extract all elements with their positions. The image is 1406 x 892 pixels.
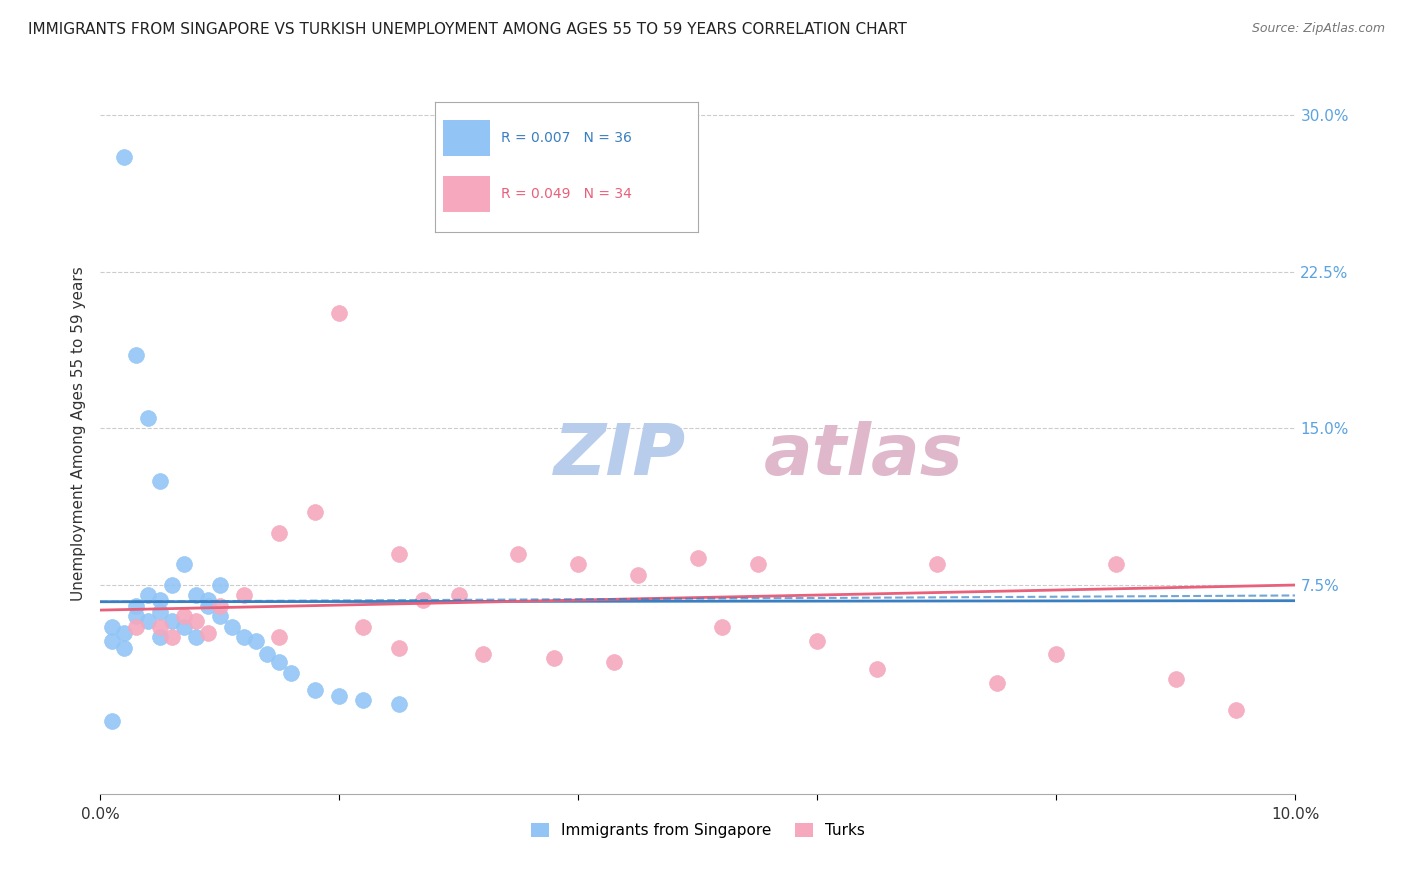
Point: [101, 714, 124, 728]
Point: [149, 620, 172, 634]
Point: [136, 589, 159, 603]
Point: [160, 614, 183, 628]
Point: [149, 592, 172, 607]
Point: [686, 550, 709, 565]
Point: [101, 620, 124, 634]
Point: [149, 474, 172, 488]
Point: [184, 589, 207, 603]
Point: [1225, 703, 1247, 717]
Point: [160, 630, 183, 644]
Point: [328, 689, 350, 703]
Point: [447, 589, 470, 603]
Text: ZIP: ZIP: [554, 421, 686, 490]
Point: [280, 665, 302, 680]
Point: [112, 640, 135, 655]
Point: [388, 697, 411, 711]
Point: [208, 609, 231, 624]
Point: [160, 578, 183, 592]
Point: [388, 547, 411, 561]
Point: [543, 651, 565, 665]
Point: [986, 676, 1008, 690]
Point: [269, 630, 291, 644]
Point: [112, 150, 135, 164]
Point: [208, 578, 231, 592]
Point: [567, 557, 589, 571]
Point: [112, 626, 135, 640]
Text: Source: ZipAtlas.com: Source: ZipAtlas.com: [1251, 22, 1385, 36]
Point: [1045, 647, 1067, 661]
Point: [269, 525, 291, 540]
Point: [173, 620, 195, 634]
Point: [866, 662, 889, 676]
Point: [747, 557, 769, 571]
Point: [197, 626, 219, 640]
Text: atlas: atlas: [763, 421, 963, 490]
Point: [184, 630, 207, 644]
Point: [245, 634, 267, 648]
Point: [136, 614, 159, 628]
Legend: Immigrants from Singapore, Turks: Immigrants from Singapore, Turks: [524, 817, 872, 844]
Point: [101, 634, 124, 648]
Point: [221, 620, 243, 634]
Point: [149, 630, 172, 644]
Point: [232, 589, 254, 603]
Point: [184, 614, 207, 628]
Point: [173, 557, 195, 571]
Point: [197, 599, 219, 613]
Point: [149, 605, 172, 619]
Point: [352, 693, 374, 707]
Point: [352, 620, 374, 634]
Point: [412, 592, 434, 607]
Point: [1164, 672, 1187, 686]
Text: IMMIGRANTS FROM SINGAPORE VS TURKISH UNEMPLOYMENT AMONG AGES 55 TO 59 YEARS CORR: IMMIGRANTS FROM SINGAPORE VS TURKISH UNE…: [28, 22, 907, 37]
Point: [208, 599, 231, 613]
Point: [627, 567, 650, 582]
Point: [328, 306, 350, 320]
Point: [136, 410, 159, 425]
Point: [304, 505, 326, 519]
Point: [471, 647, 494, 661]
Point: [508, 547, 530, 561]
Point: [806, 634, 828, 648]
Point: [925, 557, 948, 571]
Point: [256, 647, 278, 661]
Point: [197, 592, 219, 607]
Point: [388, 640, 411, 655]
Point: [125, 599, 148, 613]
Point: [304, 682, 326, 697]
Y-axis label: Unemployment Among Ages 55 to 59 years: Unemployment Among Ages 55 to 59 years: [72, 266, 86, 601]
Point: [125, 620, 148, 634]
Point: [125, 348, 148, 362]
Point: [269, 656, 291, 670]
Point: [710, 620, 733, 634]
Point: [125, 609, 148, 624]
Point: [173, 609, 195, 624]
Point: [603, 656, 626, 670]
Point: [232, 630, 254, 644]
Point: [1105, 557, 1128, 571]
